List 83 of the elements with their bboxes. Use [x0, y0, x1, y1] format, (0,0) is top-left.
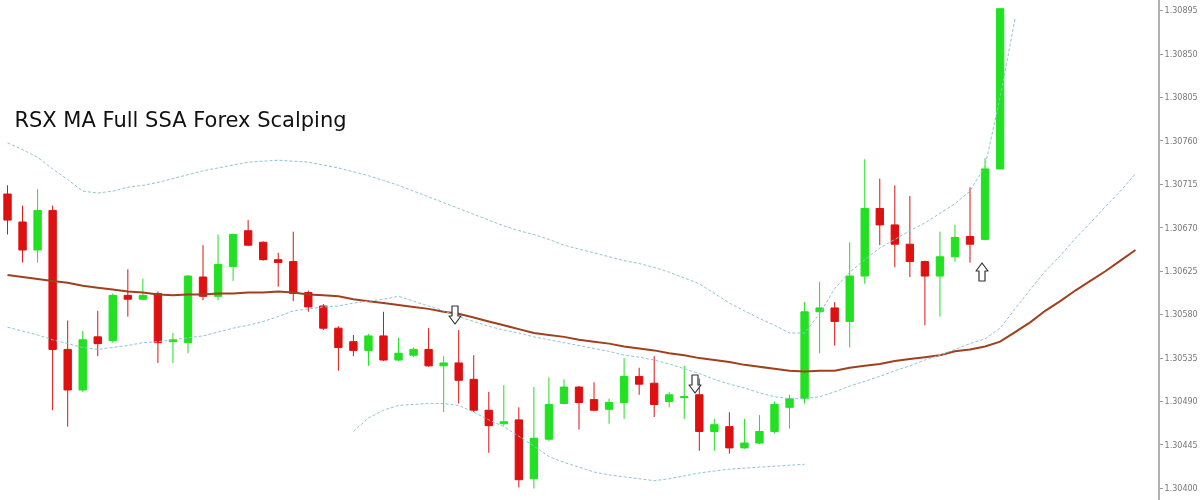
line-series	[7, 173, 1136, 400]
candlestick	[349, 334, 358, 357]
candlestick	[755, 414, 764, 445]
y-tick-label: 1.30760	[1164, 136, 1198, 146]
candlestick	[725, 411, 734, 455]
candlestick	[379, 311, 388, 362]
candlestick	[123, 268, 133, 318]
candlestick	[995, 8, 1005, 170]
candlestick	[619, 357, 629, 420]
text: RSX MA Full SSA Forex Scalping	[14, 108, 347, 133]
y-tick-label: 1.30625	[1164, 267, 1198, 277]
candlestick	[980, 157, 990, 241]
y-tick-label: 1.30580	[1164, 310, 1198, 320]
candlestick	[213, 234, 223, 301]
candlestick	[740, 418, 749, 450]
candlestick	[875, 178, 884, 246]
candlestick	[183, 274, 193, 354]
candlestick	[484, 391, 493, 454]
y-tick-label: 1.30535	[1164, 353, 1198, 363]
candlestick	[3, 184, 12, 236]
candlestick	[499, 384, 508, 427]
candlestick	[920, 260, 930, 326]
candlestick	[559, 378, 569, 405]
candlestick	[860, 158, 869, 285]
candlestick	[424, 327, 433, 368]
y-tick-label: 1.30895	[1164, 6, 1198, 16]
line-series	[7, 17, 1016, 334]
candlestick	[935, 231, 945, 318]
candlestick	[243, 219, 253, 247]
candlestick	[589, 381, 599, 412]
candlestick	[650, 355, 659, 418]
candlestick	[138, 278, 148, 301]
candlestick	[634, 367, 644, 396]
candlestick	[48, 205, 57, 411]
candlestick	[800, 301, 809, 404]
candlestick	[78, 330, 87, 393]
candlestick	[334, 325, 343, 372]
candlestick	[168, 332, 178, 364]
candlestick	[845, 241, 854, 348]
candlestick	[153, 291, 163, 364]
candlestick	[890, 184, 899, 268]
candlestick	[950, 224, 960, 263]
y-tick-label: 1.30805	[1164, 93, 1198, 103]
candlestick	[364, 333, 373, 367]
candlestick	[695, 377, 704, 452]
candlestick	[454, 329, 463, 404]
candlestick	[63, 319, 72, 428]
candlestick	[544, 376, 554, 442]
candlestick	[289, 231, 298, 302]
candlestick	[965, 186, 975, 264]
candlestick	[274, 252, 283, 288]
candlestick	[394, 337, 403, 362]
y-tick-label: 1.30670	[1164, 223, 1198, 233]
candlestick	[198, 244, 208, 301]
candlestick	[439, 355, 448, 413]
y-tick-label: 1.30490	[1164, 397, 1198, 407]
candlestick	[319, 303, 328, 331]
candlestick	[815, 281, 824, 354]
candlestick	[93, 310, 102, 357]
y-tick-label: 1.30850	[1164, 49, 1198, 59]
candlestick	[108, 292, 117, 344]
y-tick-label: 1.30445	[1164, 440, 1198, 450]
candlestick	[680, 365, 689, 420]
y-tick-label: 1.30715	[1164, 180, 1198, 190]
candlestick	[409, 346, 418, 358]
candlestick	[529, 386, 539, 489]
candlestick	[33, 188, 42, 264]
candlestick	[770, 401, 779, 434]
candlestick	[830, 301, 839, 347]
line-series	[6, 249, 1137, 373]
candlestick	[665, 391, 674, 408]
candlestick	[785, 394, 794, 430]
line-series	[352, 402, 806, 482]
candlestick	[469, 354, 478, 413]
candlestick	[574, 385, 584, 431]
y-tick-label: 1.30400	[1164, 484, 1198, 494]
candlestick	[18, 205, 27, 264]
candlestick	[604, 398, 614, 425]
candlestick	[228, 233, 238, 282]
candlestick	[905, 195, 915, 278]
candlestick	[514, 406, 524, 488]
candlestick	[259, 240, 268, 262]
candlestick	[710, 418, 719, 452]
